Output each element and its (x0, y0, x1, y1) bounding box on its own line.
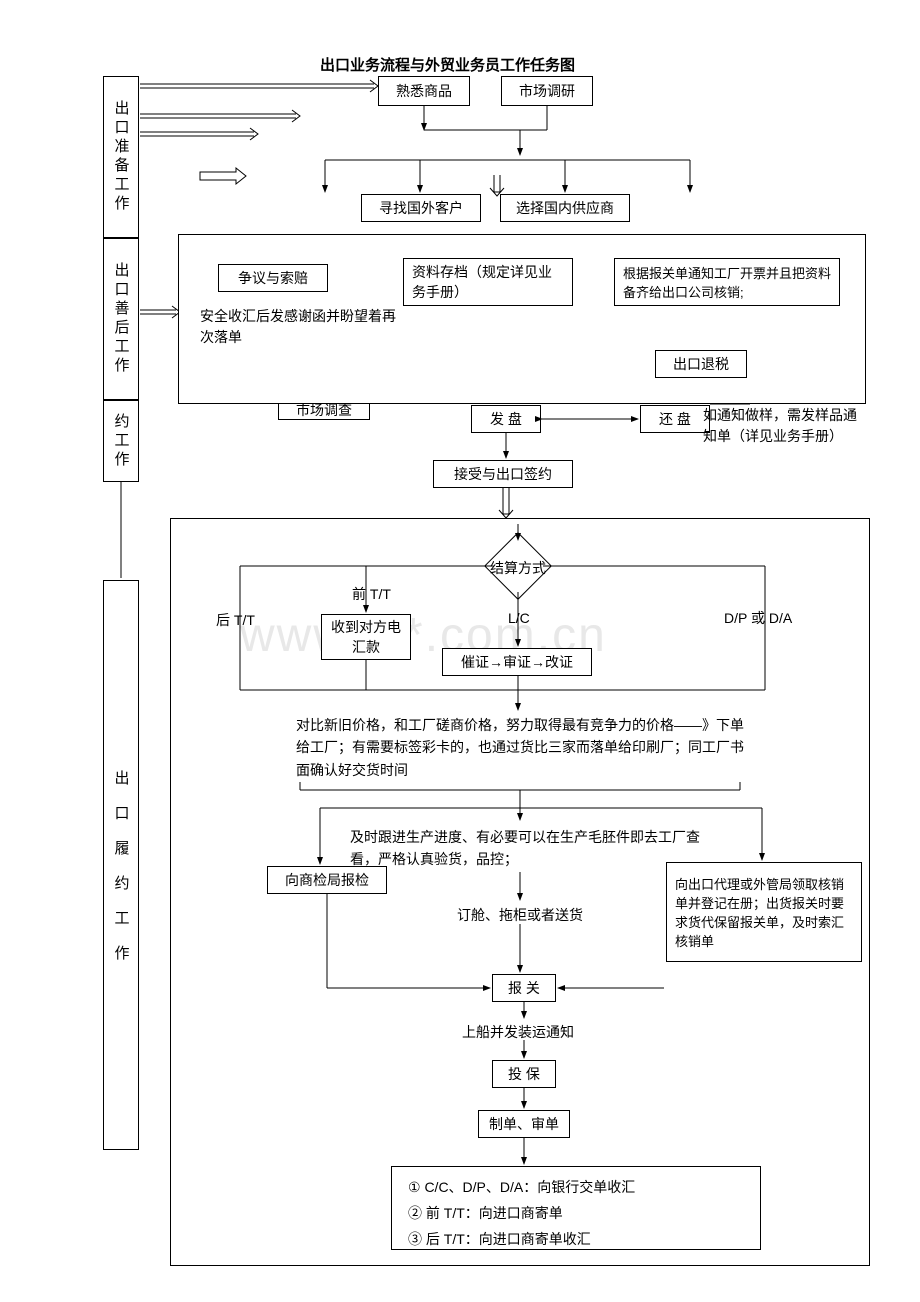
text-sample: 如通知做样，需发样品通知单（详见业务手册） (703, 405, 868, 447)
node-dispute: 争议与索赔 (218, 264, 328, 292)
node-market: 市场调研 (501, 76, 593, 106)
sidebar-sign: 约工作 (103, 400, 139, 482)
node-archive: 资料存档（规定详见业务手册） (403, 258, 573, 306)
node-invoice: 根据报关单通知工厂开票并且把资料备齐给出口公司核销; (614, 258, 840, 306)
sidebar-fulfil: 出口履约工作 (103, 580, 139, 1150)
node-product: 熟悉商品 (378, 76, 470, 106)
sidebar-prep: 出口准备工作 (103, 76, 139, 238)
node-customs: 报 关 (492, 974, 556, 1002)
final-line3: ③ 后 T/T：向进口商寄单收汇 (408, 1229, 744, 1249)
text-thanks: 安全收汇后发感谢函并盼望着再次落单 (200, 306, 400, 348)
label-dpda: D/P 或 D/A (724, 608, 792, 629)
node-inspection: 向商检局报检 (267, 866, 387, 894)
node-accept: 接受与出口签约 (433, 460, 573, 488)
node-final: ① C/C、D/P、D/A：向银行交单收汇 ② 前 T/T：向进口商寄单 ③ 后… (391, 1166, 761, 1250)
label-lc: L/C (508, 608, 530, 629)
node-lc: 催证→审证→改证 (442, 648, 592, 676)
text-compare: 对比新旧价格，和工厂磋商价格，努力取得最有竞争力的价格——》下单给工厂；有需要标… (296, 714, 746, 781)
node-taxrefund: 出口退税 (655, 350, 747, 378)
node-offer: 发 盘 (471, 405, 541, 433)
node-supplier: 选择国内供应商 (500, 194, 630, 222)
final-line1: ① C/C、D/P、D/A：向银行交单收汇 (408, 1177, 744, 1197)
text-track: 及时跟进生产进度、有必要可以在生产毛胚件即去工厂查看，严格认真验货，品控； (350, 826, 710, 871)
text-ship: 上船并发装运通知 (462, 1022, 574, 1043)
final-line2: ② 前 T/T：向进口商寄单 (408, 1203, 744, 1223)
label-prett: 前 T/T (352, 584, 391, 605)
diamond-label: 结算方式 (485, 558, 551, 578)
node-insure: 投 保 (492, 1060, 556, 1088)
node-findcustomer: 寻找国外客户 (361, 194, 481, 222)
label-posttt: 后 T/T (216, 610, 255, 631)
text-booking: 订舱、拖柜或者送货 (457, 905, 583, 926)
sidebar-post: 出口善后工作 (103, 238, 139, 400)
node-counter: 还 盘 (640, 405, 710, 433)
node-docs: 制单、审单 (478, 1110, 570, 1138)
node-hexiao: 向出口代理或外管局领取核销单并登记在册；出货报关时要求货代保留报关单，及时索汇核… (666, 862, 862, 962)
node-remit: 收到对方电汇款 (321, 614, 411, 660)
page-title: 出口业务流程与外贸业务员工作任务图 (320, 54, 575, 75)
